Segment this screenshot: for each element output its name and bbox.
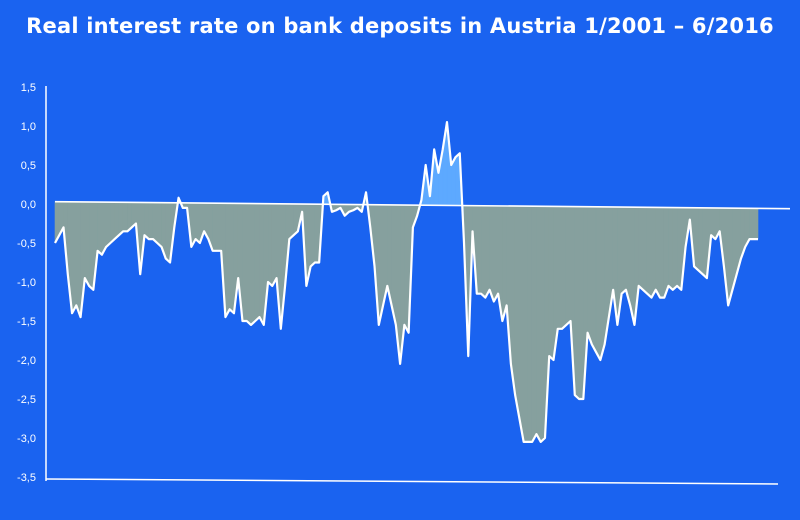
y-tick-label: -1,0 <box>17 277 36 289</box>
area-segment <box>514 205 520 419</box>
series-line <box>54 120 758 443</box>
area-segment <box>561 206 567 330</box>
area-segment <box>480 205 486 299</box>
area-segment <box>225 203 230 318</box>
area-segment <box>663 207 669 298</box>
area-segment <box>591 206 597 353</box>
area-segment <box>144 202 150 240</box>
area-segment <box>672 207 678 291</box>
area-segment <box>702 207 708 279</box>
area-segment <box>84 201 90 287</box>
y-tick-label: 0,0 <box>21 199 36 211</box>
area-segment <box>88 201 94 291</box>
area-segment <box>114 201 120 240</box>
area-segment <box>489 205 495 302</box>
area-segment <box>289 203 294 240</box>
area-segment <box>655 207 661 298</box>
area-segment <box>259 203 265 326</box>
area-segment <box>527 206 533 443</box>
area-segment <box>574 206 580 400</box>
area-segment <box>531 206 537 443</box>
area-segment <box>698 207 703 275</box>
area-segment <box>476 205 482 295</box>
area-segment <box>638 207 644 291</box>
area-segment <box>485 205 490 298</box>
area-segment <box>693 207 699 271</box>
y-tick-label: -0,5 <box>17 238 36 250</box>
area-segment <box>659 207 665 298</box>
y-tick-label: -1,5 <box>17 316 36 328</box>
area-segment <box>753 208 759 240</box>
area-segment <box>246 203 252 326</box>
area-segment <box>646 207 652 299</box>
area-segment <box>502 205 507 322</box>
area-segment <box>557 206 563 330</box>
chart-title: Real interest rate on bank deposits in A… <box>26 14 774 38</box>
area-segment <box>536 206 542 443</box>
area-segment <box>565 206 571 326</box>
area-segment <box>156 202 162 248</box>
area-segment <box>250 203 256 326</box>
area-segment <box>229 203 235 314</box>
y-tick-label: -2,0 <box>17 355 36 367</box>
area-segment <box>621 207 627 295</box>
chart-areas <box>54 122 759 443</box>
area-segment <box>595 206 601 361</box>
area-segment <box>152 202 158 244</box>
area-segment <box>195 202 201 244</box>
area-segment <box>404 204 409 333</box>
area-segment <box>493 205 499 302</box>
area-segment <box>118 201 124 236</box>
area-segment <box>242 203 248 322</box>
area-segment <box>165 202 171 264</box>
y-tick-label: 0,5 <box>21 160 36 172</box>
y-tick-label: 1,5 <box>21 82 36 94</box>
x-axis-line <box>45 478 779 485</box>
chart-lines <box>54 120 791 443</box>
y-axis-ticks: 1,5 1,0 0,5 0,0 -0,5 -1,0 -1,5 -2,0 -2,5 -3,0 -3,5 <box>17 82 36 484</box>
area-segment <box>676 207 682 291</box>
area-segment <box>651 207 657 298</box>
area-segment <box>148 202 154 240</box>
area-segment <box>523 206 529 443</box>
area-segment <box>668 207 674 291</box>
area-segment <box>212 202 218 252</box>
area-segment <box>216 202 222 252</box>
area-segment <box>310 203 316 268</box>
y-tick-label: -3,0 <box>17 433 36 445</box>
chart-axes <box>45 86 779 485</box>
area-segment <box>578 206 584 400</box>
area-segment <box>271 203 277 287</box>
area-segment <box>71 201 77 314</box>
area-segment <box>548 206 554 361</box>
area-segment <box>97 201 103 256</box>
area-segment <box>110 201 115 244</box>
area-segment <box>314 203 320 263</box>
area-segment <box>267 203 273 287</box>
area-segment <box>122 202 128 232</box>
area-segment <box>600 206 605 361</box>
area-segment <box>105 201 111 248</box>
y-tick-label: -3,5 <box>17 472 36 484</box>
area-segment <box>642 207 648 295</box>
area-segment <box>519 205 524 442</box>
area-segment <box>587 206 593 345</box>
area-segment <box>540 206 546 443</box>
y-tick-label: 1,0 <box>21 121 36 133</box>
area-segment <box>76 201 81 318</box>
area-segment <box>254 203 260 322</box>
y-tick-label: -2,5 <box>17 394 36 406</box>
area-segment <box>749 208 755 240</box>
